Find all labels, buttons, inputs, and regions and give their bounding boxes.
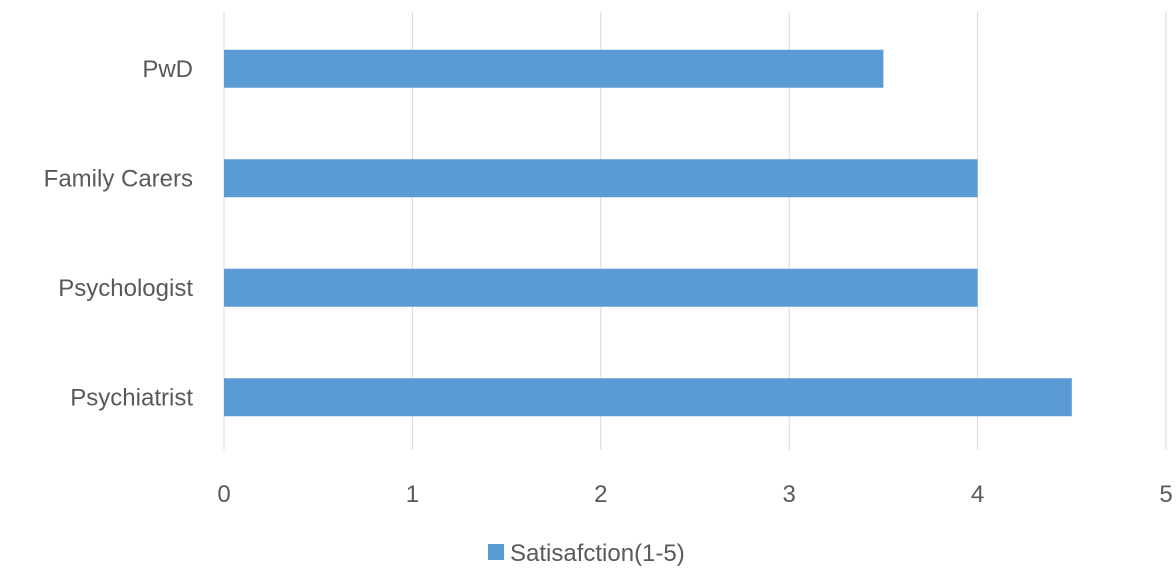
category-label: PwD — [142, 56, 193, 83]
x-tick-labels: 0 1 2 3 4 5 — [217, 481, 1172, 508]
x-tick-label: 0 — [217, 481, 230, 508]
bar-psychiatrist — [224, 378, 1072, 417]
x-tick-label: 2 — [594, 481, 607, 508]
bar-psychologist — [224, 268, 978, 307]
category-label: Family Carers — [44, 165, 193, 192]
legend-swatch — [488, 544, 504, 560]
category-label: Psychiatrist — [70, 384, 193, 411]
bar-family-carers — [224, 159, 978, 198]
x-tick-label: 1 — [406, 481, 419, 508]
legend-label: Satisafction(1-5) — [510, 540, 685, 567]
bar-pwd — [224, 49, 884, 88]
x-tick-label: 4 — [971, 481, 984, 508]
bars — [224, 49, 1072, 417]
legend: Satisafction(1-5) — [488, 540, 685, 567]
x-tick-label: 3 — [783, 481, 796, 508]
category-label: Psychologist — [58, 275, 193, 302]
category-labels: Psychiatrist Psychologist Family Carers PwD — [44, 56, 194, 412]
x-tick-label: 5 — [1159, 481, 1172, 508]
